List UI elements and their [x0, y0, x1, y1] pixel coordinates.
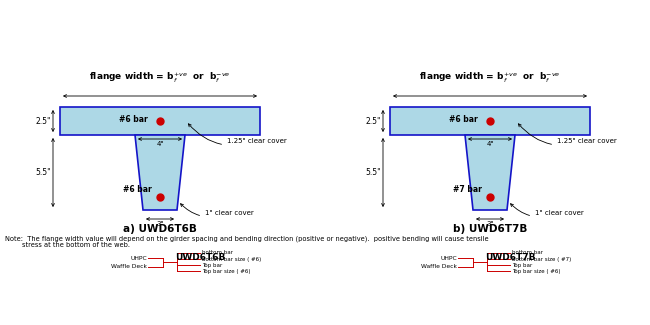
Text: Top bar size ( #6): Top bar size ( #6) — [512, 268, 560, 274]
Text: a) UWD6T6B: a) UWD6T6B — [123, 224, 197, 234]
Text: #6 bar: #6 bar — [124, 186, 152, 194]
Text: 1.25" clear cover: 1.25" clear cover — [188, 124, 287, 144]
Text: UHPC: UHPC — [441, 255, 457, 261]
Text: Waffle Deck: Waffle Deck — [421, 265, 457, 269]
Text: Waffle Deck: Waffle Deck — [111, 265, 147, 269]
Text: bottom bar size ( #7): bottom bar size ( #7) — [512, 256, 571, 262]
Text: 2.5": 2.5" — [365, 116, 381, 125]
Text: UHPC: UHPC — [131, 255, 147, 261]
Text: Top bar size ( #6): Top bar size ( #6) — [202, 268, 250, 274]
Text: flange width = b$_f^{+ve}$  or  b$_f^{-ve}$: flange width = b$_f^{+ve}$ or b$_f^{-ve}… — [419, 71, 561, 85]
Text: 5.5": 5.5" — [365, 168, 381, 177]
Polygon shape — [465, 135, 515, 210]
Text: bottom bar: bottom bar — [202, 251, 233, 255]
Text: 4": 4" — [486, 141, 494, 147]
Text: 4": 4" — [156, 141, 164, 147]
Text: #7 bar: #7 bar — [453, 186, 482, 194]
Text: Note:  The flange width value will depend on the girder spacing and bending dire: Note: The flange width value will depend… — [5, 235, 489, 241]
Text: Top bar: Top bar — [202, 263, 222, 267]
Text: bottom bar size ( #6): bottom bar size ( #6) — [202, 256, 261, 262]
Text: 1" clear cover: 1" clear cover — [510, 204, 584, 216]
Text: 1.25" clear cover: 1.25" clear cover — [519, 124, 617, 144]
Text: 3": 3" — [156, 221, 164, 227]
Text: flange width = b$_f^{+ve}$  or  b$_f^{-ve}$: flange width = b$_f^{+ve}$ or b$_f^{-ve}… — [89, 71, 231, 85]
Text: b) UWD6T7B: b) UWD6T7B — [453, 224, 527, 234]
Polygon shape — [135, 135, 185, 210]
Text: Top bar: Top bar — [512, 263, 532, 267]
Text: #6 bar: #6 bar — [449, 115, 478, 124]
Text: 1" clear cover: 1" clear cover — [181, 204, 254, 216]
Text: 3": 3" — [486, 221, 494, 227]
Text: 5.5": 5.5" — [35, 168, 51, 177]
Text: UWD6T6B: UWD6T6B — [175, 253, 225, 262]
Polygon shape — [60, 107, 260, 135]
Polygon shape — [390, 107, 590, 135]
Text: stress at the bottom of the web.: stress at the bottom of the web. — [5, 242, 130, 248]
Text: #6 bar: #6 bar — [119, 115, 148, 124]
Text: UWD6T7B: UWD6T7B — [485, 253, 535, 262]
Text: 2.5": 2.5" — [36, 116, 51, 125]
Text: bottom bar: bottom bar — [512, 251, 543, 255]
